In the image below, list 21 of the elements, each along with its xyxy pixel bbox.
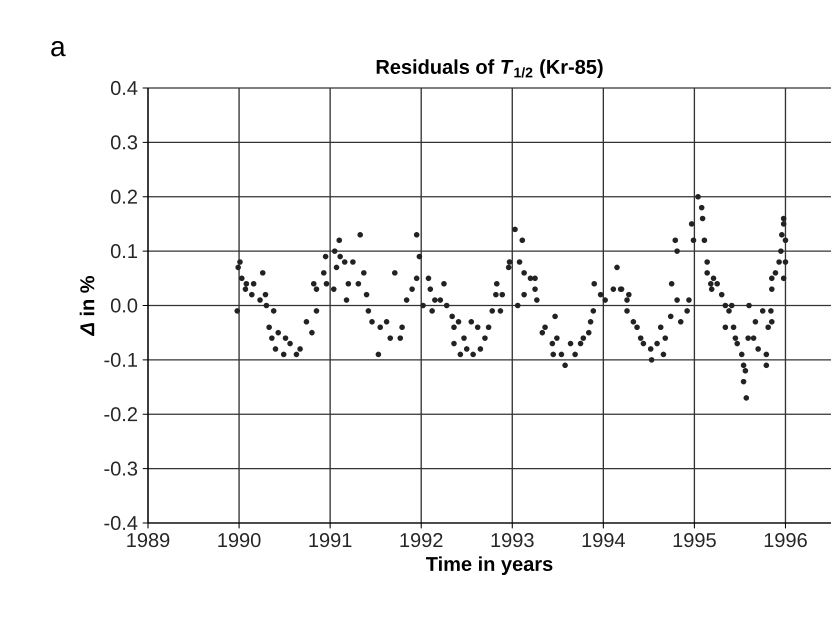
x-tick-label: 1992 xyxy=(400,533,442,548)
text: a xyxy=(51,41,66,56)
y-tick-label: 0.2 xyxy=(110,190,137,204)
x-tick-label: 1994 xyxy=(582,533,625,548)
y-tick-label: 0.1 xyxy=(110,244,137,258)
x-tick-label: 1993 xyxy=(492,533,534,548)
x-axis-title: Time in years xyxy=(426,556,552,575)
y-tick-label: 0.3 xyxy=(110,135,138,150)
x-tick-label: 1991 xyxy=(309,533,352,548)
x-tick-label: 1989 xyxy=(127,533,170,548)
y-tick-label: -0.3 xyxy=(104,462,138,476)
chart-title: Residuals of T$_{1/2}$ (Kr-85) xyxy=(376,59,603,78)
y-tick-label: -0.4 xyxy=(104,516,138,530)
y-tick-label: -0.1 xyxy=(104,352,137,367)
x-tick-label: 1995 xyxy=(674,533,716,548)
x-tick-label: 1990 xyxy=(218,533,261,548)
y-tick-label: 0.4 xyxy=(110,80,138,96)
y-tick-label: -0.2 xyxy=(104,407,137,422)
y-axis-title: Δ in % xyxy=(80,276,94,336)
x-tick-label: 1996 xyxy=(764,533,807,548)
y-tick-label: 0.0 xyxy=(110,298,138,313)
